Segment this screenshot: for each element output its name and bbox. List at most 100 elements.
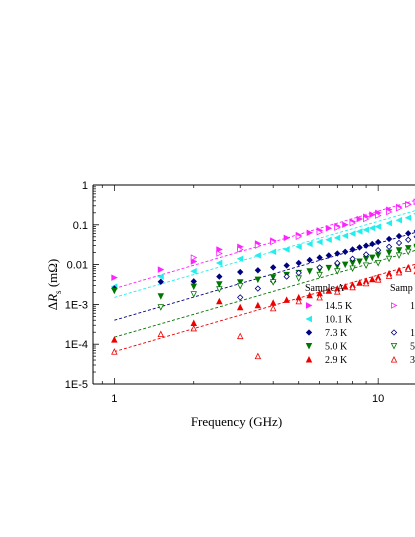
series-1 xyxy=(110,212,415,290)
data-point xyxy=(405,230,412,237)
data-point xyxy=(157,278,164,285)
data-point xyxy=(374,223,382,230)
legend-entry: 10. xyxy=(410,328,415,339)
legend-marker xyxy=(306,302,313,309)
data-point xyxy=(369,240,376,248)
data-point xyxy=(190,319,198,327)
data-point xyxy=(334,288,341,295)
data-point xyxy=(190,283,198,291)
y-tick-label: 0.01 xyxy=(67,260,88,272)
data-point xyxy=(316,254,323,261)
data-point xyxy=(190,278,197,285)
data-point xyxy=(356,244,363,251)
fit-lines xyxy=(114,199,415,353)
data-point xyxy=(269,304,277,312)
series-4 xyxy=(111,263,415,343)
data-point xyxy=(362,279,370,287)
y-tick-label: 1 xyxy=(82,180,88,192)
data-point xyxy=(374,252,382,259)
data-point xyxy=(349,283,356,291)
data-point xyxy=(362,226,370,234)
y-tick-label: 1E-3 xyxy=(65,299,88,311)
data-point xyxy=(254,242,262,249)
data-point xyxy=(404,265,412,272)
legend-entry: 7.3 K xyxy=(325,328,348,339)
data-point xyxy=(405,236,412,243)
legend-marker xyxy=(305,315,312,323)
y-tick-label: 0.1 xyxy=(73,220,88,232)
data-point xyxy=(316,264,323,271)
data-point xyxy=(356,215,364,223)
data-point xyxy=(334,268,341,275)
data-point xyxy=(254,352,262,360)
data-point xyxy=(316,271,323,279)
data-point xyxy=(295,259,302,267)
series-3 xyxy=(111,243,415,300)
x-tick-label: 1 xyxy=(111,393,117,405)
data-point xyxy=(385,219,393,227)
legend-marker xyxy=(390,329,398,336)
legend-entry: 5.0 K xyxy=(325,342,348,353)
data-point xyxy=(395,247,403,254)
data-point xyxy=(374,259,382,267)
data-point xyxy=(306,291,313,299)
data-point xyxy=(386,208,393,216)
legend-marker xyxy=(305,329,313,336)
data-point xyxy=(349,230,356,237)
data-point xyxy=(269,279,277,286)
data-point xyxy=(404,245,412,252)
y-axis-label: ΔRs (mΩ) xyxy=(45,259,63,311)
data-point xyxy=(237,268,244,276)
legend-marker xyxy=(305,356,313,363)
data-point xyxy=(404,214,412,222)
data-point xyxy=(342,221,349,229)
fit-line-0 xyxy=(114,199,415,289)
data-point xyxy=(269,299,277,306)
data-point xyxy=(236,282,244,290)
data-point xyxy=(316,228,324,236)
data-point xyxy=(216,273,223,280)
data-point xyxy=(295,233,303,241)
fit-line-3 xyxy=(114,250,415,338)
data-point xyxy=(349,265,356,272)
data-point xyxy=(157,273,164,280)
data-point xyxy=(325,236,332,244)
data-point xyxy=(254,267,262,274)
data-point xyxy=(236,332,244,340)
data-point xyxy=(374,276,382,283)
data-point xyxy=(325,264,333,272)
data-point xyxy=(269,248,277,256)
axes xyxy=(92,184,415,385)
data-point xyxy=(349,255,356,262)
legend-marker xyxy=(390,356,398,363)
data-point xyxy=(216,281,223,288)
series-7 xyxy=(157,245,415,311)
data-point xyxy=(216,246,223,253)
data-point xyxy=(404,248,412,256)
data-point xyxy=(395,239,403,247)
legend-group-title: Samp xyxy=(390,283,413,294)
data-point xyxy=(283,273,290,280)
data-point xyxy=(316,293,323,301)
data-point xyxy=(356,279,363,286)
data-point xyxy=(254,301,262,309)
fit-line-1 xyxy=(114,210,415,298)
data-point xyxy=(111,348,118,355)
legend-marker xyxy=(391,302,398,309)
data-point xyxy=(374,247,382,254)
data-point xyxy=(236,303,244,311)
data-point xyxy=(254,252,261,259)
legend-marker xyxy=(305,343,313,350)
y-tick-label: 1E-4 xyxy=(65,339,88,351)
data-point xyxy=(190,324,198,332)
data-point xyxy=(374,238,382,246)
data-point xyxy=(237,246,244,253)
data-point xyxy=(237,294,244,301)
data-point xyxy=(369,254,376,262)
data-point xyxy=(283,296,290,303)
data-point xyxy=(405,201,412,208)
data-point xyxy=(369,211,376,218)
series-0 xyxy=(111,198,415,281)
data-point xyxy=(349,246,356,253)
data-point xyxy=(334,224,341,231)
